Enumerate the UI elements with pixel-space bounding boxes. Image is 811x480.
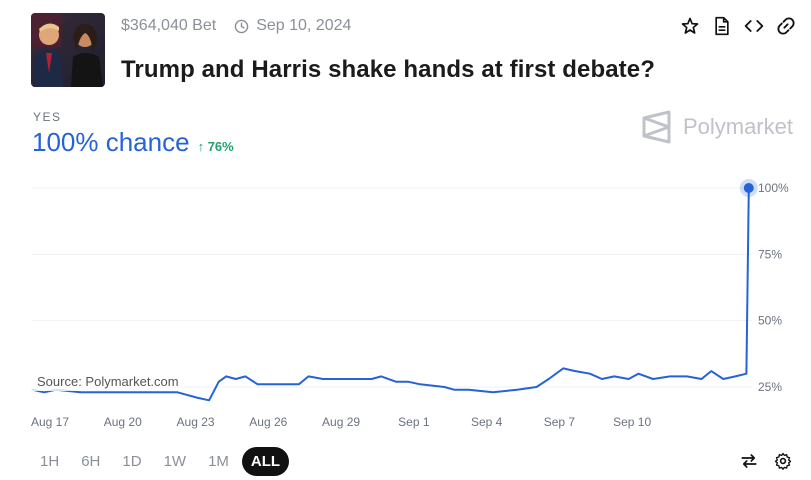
chance-delta: ↑ 76% <box>198 139 234 154</box>
link-icon[interactable] <box>775 15 797 37</box>
timeframe-1d[interactable]: 1D <box>122 453 142 470</box>
swap-arrows-icon[interactable] <box>739 451 759 471</box>
source-label: Source: Polymarket.com <box>32 372 184 391</box>
x-tick-label: Aug 23 <box>177 415 215 429</box>
x-tick-label: Sep 4 <box>471 415 503 429</box>
market-thumbnail <box>31 13 105 87</box>
series-line <box>31 187 750 402</box>
timeframe-all[interactable]: ALL <box>241 447 290 476</box>
current-point <box>743 183 754 193</box>
document-icon[interactable] <box>711 15 733 37</box>
chance-delta-value: 76% <box>207 139 234 154</box>
x-tick-label: Aug 26 <box>249 415 287 429</box>
y-tick-label: 50% <box>758 314 782 328</box>
y-tick-label: 100% <box>758 181 789 195</box>
x-tick-label: Aug 17 <box>31 415 69 429</box>
polymarket-logo-icon <box>641 110 673 144</box>
star-icon[interactable] <box>679 15 701 37</box>
chance-row: 100% chance ↑ 76% <box>32 127 234 158</box>
page-title: Trump and Harris shake hands at first de… <box>121 56 655 83</box>
outcome-label: YES <box>33 110 62 124</box>
x-tick-label: Aug 29 <box>322 415 360 429</box>
arrow-up-icon: ↑ <box>197 139 205 154</box>
timeframe-6h[interactable]: 6H <box>81 453 101 470</box>
timeframe-1h[interactable]: 1H <box>40 453 60 470</box>
timeframe-1m[interactable]: 1M <box>208 453 229 470</box>
x-tick-label: Sep 1 <box>398 415 430 429</box>
x-tick-label: Sep 10 <box>613 415 651 429</box>
timeframe-selector: 1H 6H 1D 1W 1M ALL <box>31 447 290 476</box>
clock-icon <box>234 19 249 34</box>
y-tick-label: 25% <box>758 380 782 394</box>
market-meta: $364,040 Bet Sep 10, 2024 <box>121 17 351 35</box>
brand-logo: Polymarket <box>641 110 793 144</box>
chance-value: 100% chance <box>32 127 190 157</box>
top-actions <box>679 15 797 37</box>
x-tick-label: Aug 20 <box>104 415 142 429</box>
code-icon[interactable] <box>743 15 765 37</box>
timeframe-1w[interactable]: 1W <box>163 453 187 470</box>
gear-icon[interactable] <box>773 451 793 471</box>
x-tick-label: Sep 7 <box>544 415 576 429</box>
y-tick-label: 75% <box>758 247 782 261</box>
chart-actions <box>739 451 793 471</box>
end-date: Sep 10, 2024 <box>256 17 352 34</box>
volume-text: $364,040 Bet <box>121 17 217 34</box>
brand-name: Polymarket <box>682 114 793 139</box>
